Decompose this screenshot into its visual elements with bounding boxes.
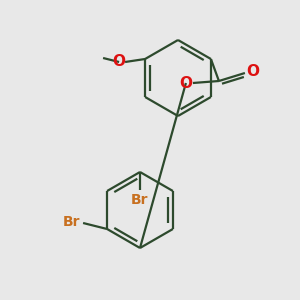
Text: O: O	[246, 64, 260, 80]
Text: Br: Br	[131, 193, 149, 207]
Text: O: O	[112, 55, 126, 70]
Text: Br: Br	[62, 215, 80, 229]
Text: O: O	[179, 76, 192, 91]
